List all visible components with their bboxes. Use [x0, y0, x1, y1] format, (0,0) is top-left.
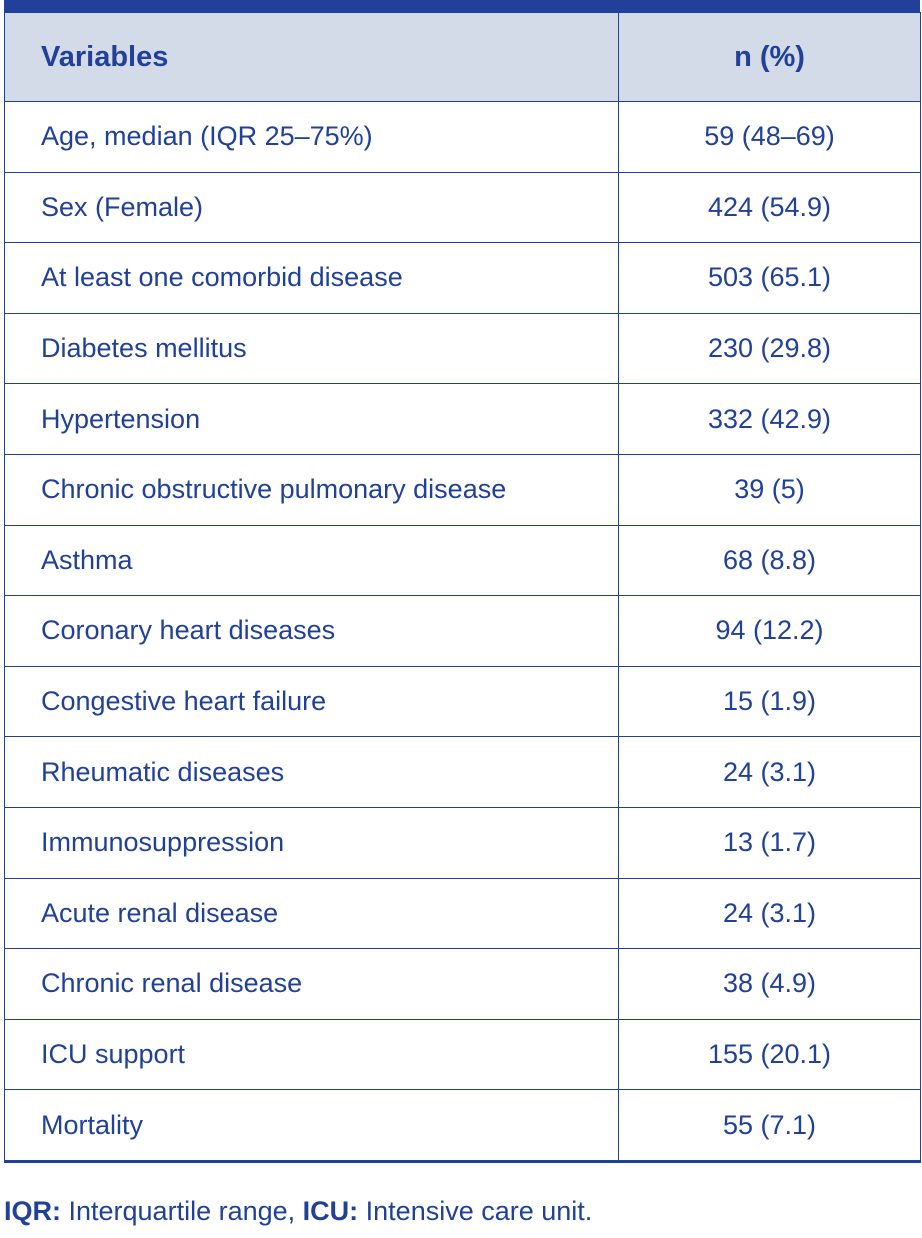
table-top-rule: [4, 0, 920, 12]
table-row: Age, median (IQR 25–75%) 59 (48–69): [4, 101, 921, 173]
value-cell: 15 (1.9): [618, 665, 921, 738]
variable-cell: Sex (Female): [4, 171, 619, 244]
header-n-percent: n (%): [618, 12, 921, 102]
table-row: At least one comorbid disease 503 (65.1): [4, 242, 921, 314]
variable-cell: At least one comorbid disease: [4, 242, 619, 314]
value-cell: 59 (48–69): [618, 101, 921, 173]
variable-cell: Mortality: [4, 1089, 619, 1163]
table-body: Age, median (IQR 25–75%) 59 (48–69) Sex …: [4, 101, 921, 1163]
value-cell: 68 (8.8): [618, 524, 921, 597]
table-row: Asthma 68 (8.8): [4, 524, 921, 597]
variable-cell: Chronic obstructive pulmonary disease: [4, 453, 619, 526]
table-row: Acute renal disease 24 (3.1): [4, 877, 921, 950]
value-cell: 503 (65.1): [618, 242, 921, 314]
table-row: Chronic obstructive pulmonary disease 39…: [4, 453, 921, 526]
table-row: Diabetes mellitus 230 (29.8): [4, 312, 921, 385]
footnote-def-icu: Intensive care unit.: [358, 1196, 593, 1226]
value-cell: 24 (3.1): [618, 736, 921, 808]
variable-cell: Asthma: [4, 524, 619, 597]
table-row: Mortality 55 (7.1): [4, 1089, 921, 1163]
table-row: Sex (Female) 424 (54.9): [4, 171, 921, 244]
variable-cell: Acute renal disease: [4, 877, 619, 950]
table-row: Hypertension 332 (42.9): [4, 383, 921, 455]
table-header: Variables n (%): [4, 12, 921, 102]
value-cell: 332 (42.9): [618, 383, 921, 455]
header-variables: Variables: [4, 12, 619, 102]
table-row: ICU support 155 (20.1): [4, 1018, 921, 1091]
value-cell: 24 (3.1): [618, 877, 921, 950]
variable-cell: Immunosuppression: [4, 806, 619, 879]
table-row: Immunosuppression 13 (1.7): [4, 806, 921, 879]
variable-cell: Chronic renal disease: [4, 948, 619, 1020]
variable-cell: Diabetes mellitus: [4, 312, 619, 385]
table-row: Rheumatic diseases 24 (3.1): [4, 736, 921, 808]
variable-cell: Age, median (IQR 25–75%): [4, 101, 619, 173]
value-cell: 38 (4.9): [618, 948, 921, 1020]
table-row: Chronic renal disease 38 (4.9): [4, 948, 921, 1020]
table-row: Congestive heart failure 15 (1.9): [4, 665, 921, 738]
variable-cell: Coronary heart diseases: [4, 595, 619, 667]
header-row: Variables n (%): [4, 12, 921, 102]
value-cell: 39 (5): [618, 453, 921, 526]
value-cell: 424 (54.9): [618, 171, 921, 244]
data-table-container: Variables n (%) Age, median (IQR 25–75%)…: [4, 0, 921, 1163]
footnote-def-iqr: Interquartile range,: [61, 1196, 303, 1226]
value-cell: 230 (29.8): [618, 312, 921, 385]
value-cell: 13 (1.7): [618, 806, 921, 879]
table-footnote: IQR: Interquartile range, ICU: Intensive…: [4, 1196, 592, 1227]
value-cell: 155 (20.1): [618, 1018, 921, 1091]
variable-cell: Hypertension: [4, 383, 619, 455]
variable-cell: ICU support: [4, 1018, 619, 1091]
variable-cell: Congestive heart failure: [4, 665, 619, 738]
data-table: Variables n (%) Age, median (IQR 25–75%)…: [4, 12, 921, 1163]
variable-cell: Rheumatic diseases: [4, 736, 619, 808]
table-row: Coronary heart diseases 94 (12.2): [4, 595, 921, 667]
value-cell: 94 (12.2): [618, 595, 921, 667]
value-cell: 55 (7.1): [618, 1089, 921, 1163]
footnote-abbr-iqr: IQR:: [4, 1196, 61, 1226]
footnote-abbr-icu: ICU:: [302, 1196, 359, 1226]
